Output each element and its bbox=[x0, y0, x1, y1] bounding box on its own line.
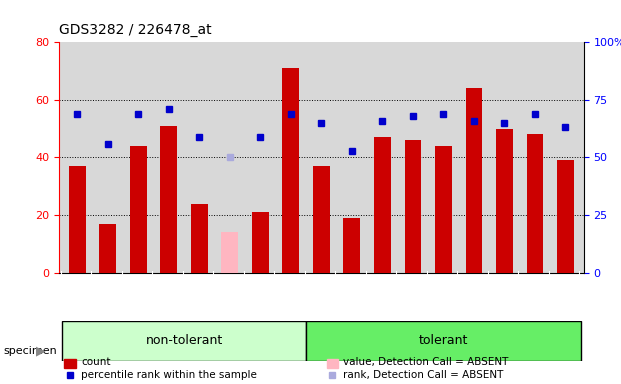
Text: specimen: specimen bbox=[3, 346, 57, 356]
Bar bbox=[343, 218, 360, 273]
Bar bbox=[99, 223, 116, 273]
Bar bbox=[130, 146, 147, 273]
Text: GDS3282 / 226478_at: GDS3282 / 226478_at bbox=[59, 23, 212, 37]
Bar bbox=[435, 146, 452, 273]
Bar bbox=[69, 166, 86, 273]
Bar bbox=[191, 204, 207, 273]
Text: ▶: ▶ bbox=[36, 345, 45, 358]
Bar bbox=[557, 161, 574, 273]
Text: non-tolerant: non-tolerant bbox=[145, 334, 223, 347]
Bar bbox=[527, 134, 543, 273]
Bar bbox=[252, 212, 269, 273]
Bar bbox=[62, 321, 306, 361]
Text: tolerant: tolerant bbox=[419, 334, 468, 347]
Bar bbox=[283, 68, 299, 273]
Bar bbox=[306, 321, 581, 361]
Bar bbox=[64, 359, 76, 368]
Bar bbox=[404, 140, 421, 273]
Text: rank, Detection Call = ABSENT: rank, Detection Call = ABSENT bbox=[343, 371, 504, 381]
Bar bbox=[496, 129, 513, 273]
Bar bbox=[160, 126, 177, 273]
Text: percentile rank within the sample: percentile rank within the sample bbox=[81, 371, 257, 381]
Bar bbox=[466, 88, 483, 273]
Text: count: count bbox=[81, 358, 111, 367]
Bar bbox=[374, 137, 391, 273]
Bar bbox=[313, 166, 330, 273]
Text: value, Detection Call = ABSENT: value, Detection Call = ABSENT bbox=[343, 358, 509, 367]
Bar bbox=[327, 359, 338, 368]
Bar bbox=[222, 232, 238, 273]
